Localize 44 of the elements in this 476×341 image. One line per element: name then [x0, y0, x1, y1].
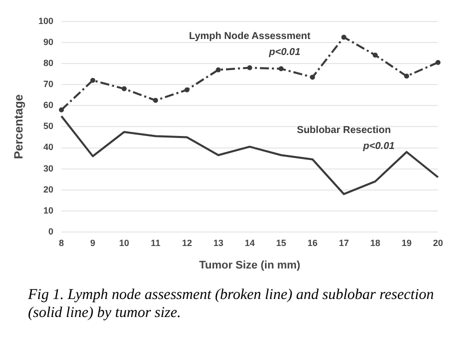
x-tick-label: 9: [90, 238, 96, 248]
annotation: p<0.01: [362, 141, 395, 152]
point: [404, 74, 410, 79]
point: [278, 66, 284, 72]
point: [341, 34, 346, 40]
x-tick-label: 15: [276, 238, 286, 248]
y-tick-label: 70: [43, 79, 54, 90]
x-tick-label: 8: [58, 238, 64, 248]
x-tick-label: 12: [182, 238, 192, 248]
x-tick-label: 17: [338, 238, 349, 248]
point: [122, 86, 127, 92]
y-tick-label: 0: [48, 226, 54, 236]
point: [216, 67, 221, 72]
y-tick-label: 10: [43, 205, 54, 216]
x-tick-label: 14: [244, 238, 255, 248]
y-tick-label: 20: [43, 184, 54, 194]
x-tick-label: 10: [119, 238, 130, 248]
point: [436, 60, 440, 65]
y-tick-label: 40: [43, 142, 54, 152]
point: [310, 74, 315, 80]
point: [90, 78, 96, 83]
y-axis-title: Percentage: [12, 94, 26, 160]
x-tick-label: 18: [370, 238, 380, 248]
point: [58, 107, 64, 112]
x-tick-label: 11: [150, 238, 160, 248]
text: Lymph Node Assessment: [188, 31, 312, 42]
y-tick-label: 90: [43, 36, 54, 47]
y-tick-label: 100: [38, 16, 54, 26]
annotation: p<0.01: [268, 47, 301, 58]
point: [372, 52, 378, 58]
point: [247, 65, 252, 70]
y-tick-label: 50: [43, 121, 54, 132]
y-tick-label: 80: [43, 58, 54, 68]
point: [153, 98, 158, 103]
x-tick-label: 20: [432, 238, 444, 248]
x-axis-title: Tumor Size (in mm): [199, 259, 301, 272]
x-tick-label: 13: [213, 238, 224, 248]
caption: Fig 1. Lymph node assessment (broken line) and sublobar resection (solid line) by tumor size.: [28, 286, 435, 322]
y-tick-label: 30: [43, 163, 54, 174]
x-tick-label: 16: [307, 238, 318, 248]
x-tick-label: 19: [402, 238, 412, 248]
y-tick-label: 60: [43, 100, 54, 110]
text: Sublobar Resection: [296, 125, 391, 136]
point: [184, 87, 190, 92]
